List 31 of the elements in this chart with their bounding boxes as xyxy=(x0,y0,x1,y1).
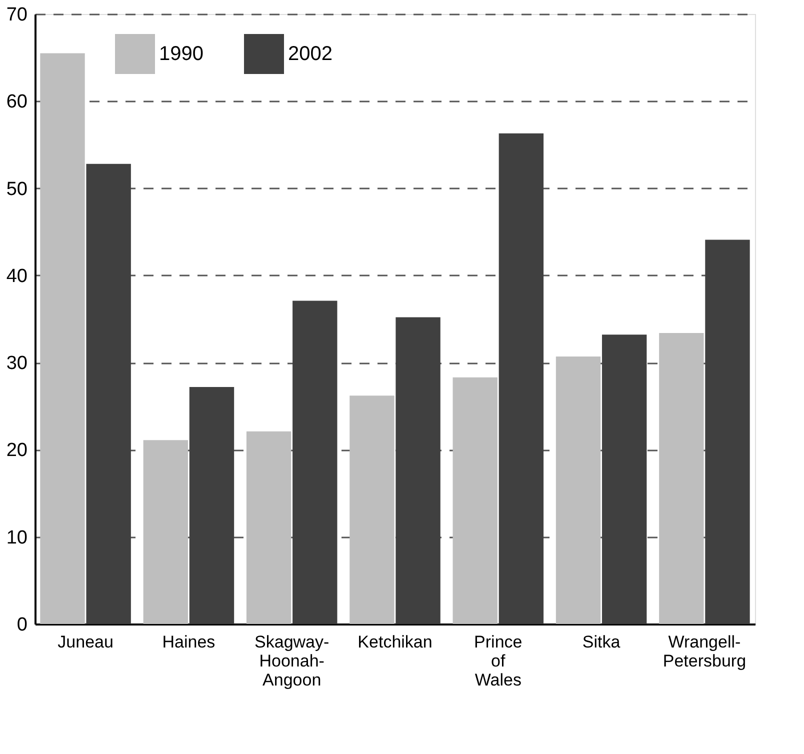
bar xyxy=(86,164,131,624)
bar xyxy=(556,356,601,624)
bar xyxy=(659,332,704,624)
bar xyxy=(246,431,292,624)
y-tick-label: 30 xyxy=(6,353,28,374)
legend-label: 2002 xyxy=(288,43,332,65)
y-tick-label: 50 xyxy=(6,178,28,200)
y-tick-label: 20 xyxy=(6,440,28,462)
bar xyxy=(189,386,234,624)
x-tick-label: Juneau xyxy=(58,632,114,652)
x-tick-label: Skagway-Hoonah-Angoon xyxy=(254,632,330,690)
x-tick-label: Prince of Wales xyxy=(474,632,522,690)
bar xyxy=(452,377,498,624)
y-tick-label: 70 xyxy=(6,4,28,26)
bar xyxy=(292,300,338,624)
bar xyxy=(498,133,544,624)
bar xyxy=(350,396,394,624)
x-tick-label: Ketchikan xyxy=(358,632,432,652)
x-tick-label: Wrangell-Petersburg xyxy=(662,632,746,670)
y-tick-label: 0 xyxy=(16,614,28,636)
bar xyxy=(143,440,188,624)
y-tick-label: 60 xyxy=(6,92,28,113)
y-tick-label: 10 xyxy=(6,527,28,548)
legend-label: 1990 xyxy=(159,43,204,65)
bar xyxy=(705,240,750,624)
bar xyxy=(602,334,647,624)
x-tick-label: Sitka xyxy=(582,632,621,652)
x-tick-label: Haines xyxy=(162,632,216,652)
bar xyxy=(40,53,85,624)
bar xyxy=(396,317,440,624)
y-tick-label: 40 xyxy=(6,266,28,287)
